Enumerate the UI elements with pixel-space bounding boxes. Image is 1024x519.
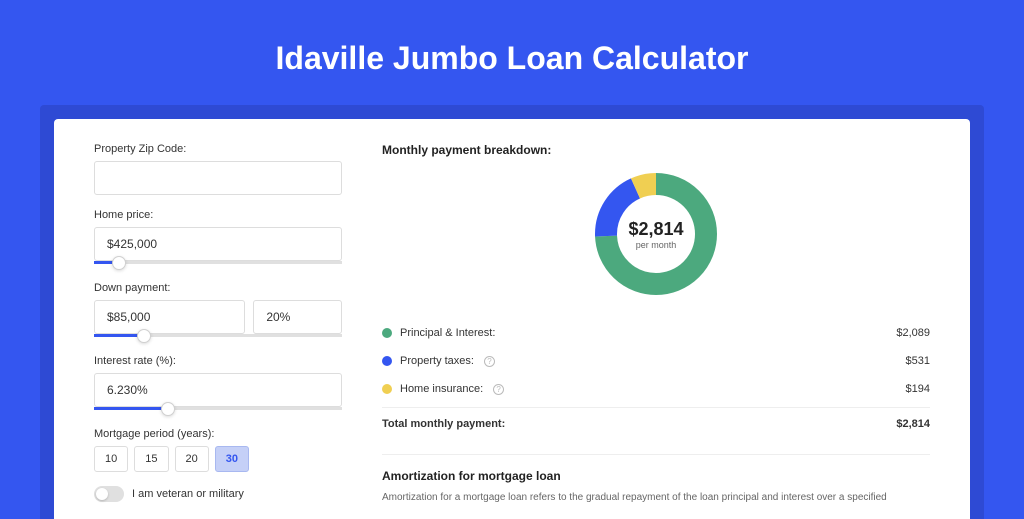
veteran-toggle[interactable] <box>94 486 124 502</box>
down-slider[interactable] <box>94 334 342 337</box>
legend-value-principal: $2,089 <box>896 327 930 339</box>
down-group: Down payment: <box>94 282 342 337</box>
donut-sub: per month <box>636 240 677 250</box>
amortization-section: Amortization for mortgage loan Amortizat… <box>382 454 930 505</box>
amortization-text: Amortization for a mortgage loan refers … <box>382 491 930 505</box>
donut-chart: $2,814 per month <box>591 169 721 299</box>
period-label: Mortgage period (years): <box>94 428 342 440</box>
legend-value-total: $2,814 <box>896 418 930 430</box>
rate-input[interactable] <box>94 373 342 407</box>
legend-row-total: Total monthly payment: $2,814 <box>382 407 930 438</box>
donut-wrap: $2,814 per month <box>382 169 930 299</box>
legend-label-insurance: Home insurance: <box>400 383 483 395</box>
price-input[interactable] <box>94 227 342 261</box>
zip-group: Property Zip Code: <box>94 143 342 195</box>
legend-row-taxes: Property taxes: ? $531 <box>382 347 930 375</box>
zip-input[interactable] <box>94 161 342 195</box>
legend-label-total: Total monthly payment: <box>382 418 505 430</box>
legend-value-insurance: $194 <box>906 383 930 395</box>
down-label: Down payment: <box>94 282 342 294</box>
period-btn-20[interactable]: 20 <box>175 446 209 472</box>
period-btn-10[interactable]: 10 <box>94 446 128 472</box>
legend-label-taxes: Property taxes: <box>400 355 474 367</box>
legend-value-taxes: $531 <box>906 355 930 367</box>
price-slider[interactable] <box>94 261 342 264</box>
price-group: Home price: <box>94 209 342 264</box>
legend-row-insurance: Home insurance: ? $194 <box>382 375 930 403</box>
down-amount-input[interactable] <box>94 300 245 334</box>
veteran-label: I am veteran or military <box>132 488 244 500</box>
form-column: Property Zip Code: Home price: Down paym… <box>94 143 342 519</box>
price-label: Home price: <box>94 209 342 221</box>
rate-slider-thumb[interactable] <box>161 402 175 416</box>
page-title: Idaville Jumbo Loan Calculator <box>0 40 1024 77</box>
rate-slider-fill <box>94 407 168 410</box>
card-shadow: Property Zip Code: Home price: Down paym… <box>40 105 984 519</box>
breakdown-column: Monthly payment breakdown: $2,814 per mo… <box>382 143 930 519</box>
down-pct-input[interactable] <box>253 300 342 334</box>
donut-center: $2,814 per month <box>591 169 721 299</box>
rate-slider[interactable] <box>94 407 342 410</box>
breakdown-title: Monthly payment breakdown: <box>382 143 930 157</box>
rate-group: Interest rate (%): <box>94 355 342 410</box>
amortization-title: Amortization for mortgage loan <box>382 469 930 483</box>
legend-dot-insurance <box>382 384 392 394</box>
period-group: Mortgage period (years): 10 15 20 30 <box>94 428 342 472</box>
legend-label-principal: Principal & Interest: <box>400 327 495 339</box>
legend-dot-principal <box>382 328 392 338</box>
legend-row-principal: Principal & Interest: $2,089 <box>382 319 930 347</box>
down-slider-thumb[interactable] <box>137 329 151 343</box>
period-btn-15[interactable]: 15 <box>134 446 168 472</box>
donut-amount: $2,814 <box>628 219 683 240</box>
calculator-card: Property Zip Code: Home price: Down paym… <box>54 119 970 519</box>
page-header: Idaville Jumbo Loan Calculator <box>0 0 1024 105</box>
zip-label: Property Zip Code: <box>94 143 342 155</box>
rate-label: Interest rate (%): <box>94 355 342 367</box>
info-icon[interactable]: ? <box>493 384 504 395</box>
veteran-row: I am veteran or military <box>94 486 342 502</box>
price-slider-thumb[interactable] <box>112 256 126 270</box>
period-buttons: 10 15 20 30 <box>94 446 342 472</box>
legend-dot-taxes <box>382 356 392 366</box>
toggle-knob <box>96 488 108 500</box>
period-btn-30[interactable]: 30 <box>215 446 249 472</box>
info-icon[interactable]: ? <box>484 356 495 367</box>
